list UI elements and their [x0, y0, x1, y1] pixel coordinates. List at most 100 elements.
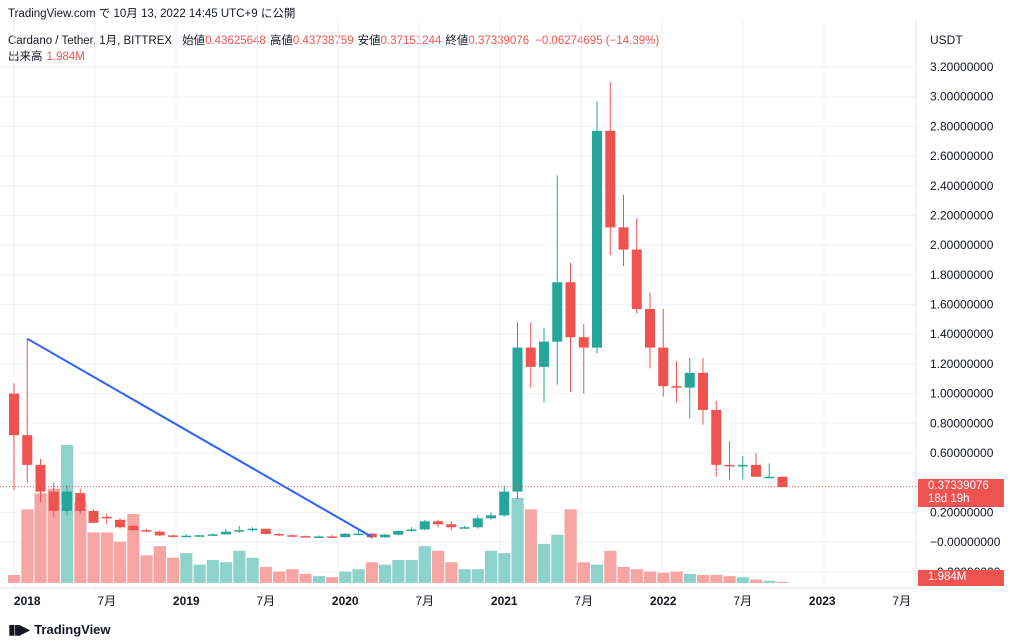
- volume-bar: [352, 569, 365, 583]
- volume-bar: [644, 571, 657, 583]
- y-tick-label: 0.60000000: [930, 446, 994, 460]
- x-tick-label: 7月: [574, 594, 593, 608]
- volume-bar: [604, 550, 617, 583]
- volume-bar: [153, 546, 166, 583]
- volume-legend: 出来高 1.984M: [8, 48, 85, 64]
- x-tick-label: 2019: [173, 594, 200, 608]
- candle-body: [194, 535, 205, 537]
- volume-bar: [273, 571, 286, 583]
- x-tick-label: 7月: [892, 594, 911, 608]
- y-tick-label: 2.00000000: [930, 238, 994, 252]
- volume-bar: [326, 577, 339, 583]
- candle-body: [313, 536, 324, 538]
- y-tick-label: 1.80000000: [930, 268, 994, 282]
- x-tick-label: 7月: [256, 594, 275, 608]
- volume-bar: [392, 560, 405, 583]
- candle-body: [260, 528, 271, 534]
- volume-bar: [591, 564, 604, 583]
- candle-body: [751, 464, 761, 477]
- volume-bar: [206, 560, 219, 583]
- candle-body: [711, 409, 722, 465]
- volume-bar: [180, 553, 193, 583]
- volume-bar: [564, 509, 577, 583]
- y-tick-label: 2.60000000: [930, 149, 994, 163]
- volume-bar: [140, 555, 153, 583]
- candle-body: [764, 476, 775, 479]
- candle-body: [48, 491, 59, 511]
- last-price-badge: 0.37339076 18d 19h: [918, 479, 1004, 507]
- bar-countdown: 18d 19h: [928, 493, 970, 505]
- candle-body: [592, 130, 602, 348]
- y-tick-label: −0.00000000: [930, 535, 1001, 549]
- candle-body: [777, 476, 788, 488]
- volume-bar: [405, 560, 418, 583]
- tradingview-logo[interactable]: ▮▮▶ TradingView: [8, 621, 111, 638]
- publish-header: TradingView.com で 10月 13, 2022 14:45 UTC…: [8, 5, 295, 21]
- symbol-title[interactable]: Cardano / Tether, 1月, BITTREX: [8, 35, 173, 47]
- y-tick-label: 2.80000000: [930, 119, 994, 133]
- volume-bar: [538, 543, 551, 583]
- candle-body: [618, 227, 629, 250]
- volume-bar: [710, 574, 723, 583]
- volume-value: 1.984M: [46, 51, 85, 63]
- candle-body: [88, 510, 99, 523]
- candle-body: [512, 347, 523, 492]
- candle-body: [605, 130, 616, 228]
- volume-bar: [100, 532, 113, 583]
- volume-label: 出来高: [8, 51, 43, 63]
- candle-body: [115, 519, 125, 528]
- volume-bar: [577, 562, 590, 583]
- y-tick-label: 1.20000000: [930, 357, 994, 371]
- candle-body: [287, 535, 298, 537]
- volume-bar: [365, 562, 378, 583]
- candle-body: [340, 533, 351, 538]
- candle-body: [168, 535, 178, 537]
- candle-body: [181, 535, 192, 538]
- volume-bar: [723, 576, 736, 583]
- volume-badge: 1.984M: [918, 570, 1004, 586]
- last-price-value: 0.37339076: [928, 480, 989, 492]
- candle-body: [221, 531, 231, 535]
- candle-body: [525, 347, 536, 367]
- tradingview-logo-icon: ▮▮▶: [8, 621, 30, 637]
- y-tick-label: 3.00000000: [930, 90, 994, 104]
- high-label: 高値: [269, 35, 293, 47]
- ohlc-legend: Cardano / Tether, 1月, BITTREX 始値0.4362564…: [8, 32, 659, 48]
- candle-body: [128, 525, 139, 531]
- volume-bar: [763, 580, 776, 583]
- candle-body: [446, 524, 457, 528]
- candle-body: [75, 493, 86, 511]
- candle-body: [141, 530, 152, 532]
- y-tick-label: 3.20000000: [930, 60, 994, 74]
- x-tick-label: 7月: [97, 594, 116, 608]
- x-tick-label: 7月: [733, 594, 752, 608]
- candle-body: [565, 282, 576, 338]
- publish-info: TradingView.com で 10月 13, 2022 14:45 UTC…: [8, 8, 296, 20]
- y-tick-label: 2.40000000: [930, 179, 994, 193]
- volume-bar: [776, 581, 789, 583]
- x-tick-label: 2020: [332, 594, 359, 608]
- x-tick-label: 2023: [809, 594, 836, 608]
- volume-bar: [670, 571, 683, 583]
- volume-bar: [511, 497, 524, 583]
- y-tick-label: 1.40000000: [930, 327, 994, 341]
- candle-body: [353, 533, 364, 536]
- low-label: 安値: [357, 35, 381, 47]
- candle-body: [737, 464, 748, 467]
- candle-body: [22, 435, 33, 465]
- candle-body: [154, 531, 165, 536]
- volume-bar: [8, 574, 21, 583]
- volume-bar: [485, 550, 498, 583]
- candle-body: [9, 393, 19, 436]
- x-tick-label: 2018: [14, 594, 41, 608]
- candle-body: [698, 372, 708, 410]
- volume-bar: [736, 577, 749, 583]
- candle-body: [101, 516, 112, 519]
- volume-bar: [220, 562, 233, 583]
- volume-bar: [34, 493, 47, 583]
- tradingview-logo-text: TradingView: [34, 622, 111, 637]
- trend-line: [26, 337, 373, 538]
- close-label: 終値: [445, 35, 469, 47]
- volume-bar: [498, 553, 511, 583]
